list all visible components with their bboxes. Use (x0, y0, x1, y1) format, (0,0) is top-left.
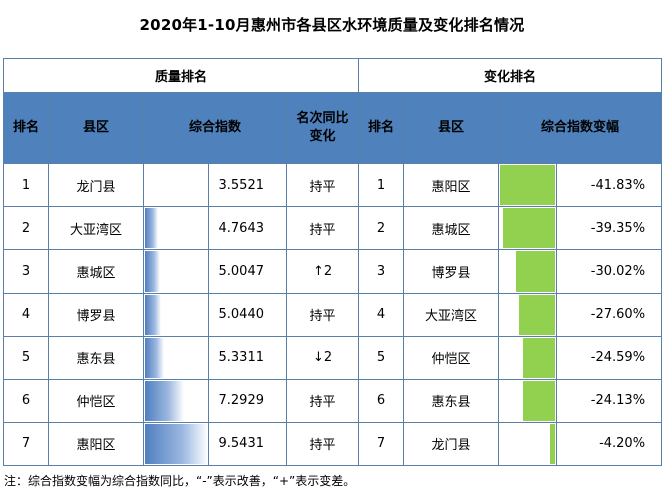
quality-rank: 6 (3, 378, 49, 423)
quality-index: 9.5431 (208, 421, 287, 467)
quality-county: 惠东县 (48, 335, 144, 380)
quality-bar (145, 423, 208, 464)
quality-county: 博罗县 (48, 292, 144, 337)
change-pct: -24.13% (556, 378, 663, 423)
page-title: 2020年1-10月惠州市各县区水环境质量及变化排名情况 (139, 16, 525, 34)
header-county: 县区 (48, 92, 144, 165)
quality-rank: 1 (3, 163, 49, 208)
change-rank: 2 (358, 206, 405, 251)
table-row: 2 大亚湾区 4.7643 持平 2 惠城区 -39.35% (3, 206, 663, 251)
quality-index-bar (143, 206, 209, 251)
change-pct: -30.02% (556, 249, 663, 294)
quality-index: 5.0440 (208, 292, 287, 337)
table-row: 7 惠阳区 9.5431 持平 7 龙门县 -4.20% (3, 421, 663, 467)
header-trend-line2: 变化 (309, 129, 336, 145)
quality-trend: 持平 (285, 421, 360, 467)
quality-index: 3.5521 (208, 163, 287, 208)
change-pct: -24.59% (556, 335, 663, 380)
change-bar (503, 208, 556, 249)
quality-trend: 持平 (285, 378, 360, 423)
change-rank: 7 (358, 421, 405, 467)
change-county: 仲恺区 (403, 335, 500, 380)
change-county: 龙门县 (403, 421, 500, 467)
table-row: 1 龙门县 3.5521 持平 1 惠阳区 -41.83% (3, 163, 663, 208)
change-pct: -27.60% (556, 292, 663, 337)
change-pct-bar (498, 249, 558, 294)
quality-county: 惠阳区 (48, 421, 144, 467)
quality-index: 5.0047 (208, 249, 287, 294)
change-pct: -39.35% (556, 206, 663, 251)
group-change: 变化排名 (358, 57, 663, 94)
quality-county: 大亚湾区 (48, 206, 144, 251)
quality-index-bar (143, 335, 209, 380)
change-rank: 3 (358, 249, 405, 294)
change-pct-bar (498, 206, 558, 251)
quality-index-bar (143, 292, 209, 337)
quality-index-bar (143, 378, 209, 423)
quality-index-bar (143, 249, 209, 294)
change-rank: 6 (358, 378, 405, 423)
change-county: 博罗县 (403, 249, 500, 294)
change-county: 惠东县 (403, 378, 500, 423)
quality-index: 5.3311 (208, 335, 287, 380)
header-change-pct: 综合指数变幅 (498, 92, 663, 165)
change-rank: 4 (358, 292, 405, 337)
change-bar (515, 251, 556, 292)
table-row: 4 博罗县 5.0440 持平 4 大亚湾区 -27.60% (3, 292, 663, 337)
quality-index: 4.7643 (208, 206, 287, 251)
quality-bar (145, 294, 161, 335)
quality-trend: 持平 (285, 163, 360, 208)
quality-rank: 3 (3, 249, 49, 294)
quality-county: 仲恺区 (48, 378, 144, 423)
quality-county: 惠城区 (48, 249, 144, 294)
quality-index: 7.2929 (208, 378, 287, 423)
header-rank2: 排名 (358, 92, 405, 165)
change-county: 大亚湾区 (403, 292, 500, 337)
footnote: 注：综合指数变幅为综合指数同比，“-”表示改善，“+”表示变差。 (4, 474, 356, 488)
change-pct: -41.83% (556, 163, 663, 208)
change-rank: 5 (358, 335, 405, 380)
table-row: 3 惠城区 5.0047 ↑2 3 博罗县 -30.02% (3, 249, 663, 294)
quality-bar (145, 380, 185, 421)
quality-trend: 持平 (285, 206, 360, 251)
change-pct-bar (498, 335, 558, 380)
quality-trend: 持平 (285, 292, 360, 337)
change-bar (518, 294, 556, 335)
quality-index-bar (143, 421, 209, 467)
header-index: 综合指数 (143, 92, 287, 165)
table-row: 5 惠东县 5.3311 ↓2 5 仲恺区 -24.59% (3, 335, 663, 380)
quality-bar (145, 251, 161, 292)
change-pct: -4.20% (556, 421, 663, 467)
change-pct-bar (498, 421, 558, 467)
change-bar (500, 165, 556, 206)
change-pct-bar (498, 292, 558, 337)
quality-rank: 7 (3, 421, 49, 467)
quality-county: 龙门县 (48, 163, 144, 208)
ranking-table: 质量排名 变化排名 排名 县区 综合指数 名次同比 变化 排名 县区 综合指数变… (2, 57, 663, 467)
change-pct-bar (498, 378, 558, 423)
change-bar (522, 337, 556, 378)
change-county: 惠城区 (403, 206, 500, 251)
quality-rank: 5 (3, 335, 49, 380)
header-trend: 名次同比 变化 (285, 92, 360, 165)
change-bar (549, 423, 556, 464)
quality-rank: 2 (3, 206, 49, 251)
quality-rank: 4 (3, 292, 49, 337)
header-rank: 排名 (3, 92, 49, 165)
change-bar (523, 380, 556, 421)
quality-trend: ↓2 (285, 335, 360, 380)
header-county2: 县区 (403, 92, 500, 165)
change-county: 惠阳区 (403, 163, 500, 208)
quality-bar (145, 208, 158, 249)
table-row: 6 仲恺区 7.2929 持平 6 惠东县 -24.13% (3, 378, 663, 423)
change-pct-bar (498, 163, 558, 208)
group-quality: 质量排名 (2, 57, 360, 94)
quality-trend: ↑2 (285, 249, 360, 294)
quality-bar (145, 337, 164, 378)
quality-index-bar (143, 163, 209, 208)
header-trend-line1: 名次同比 (296, 111, 349, 127)
change-rank: 1 (358, 163, 405, 208)
